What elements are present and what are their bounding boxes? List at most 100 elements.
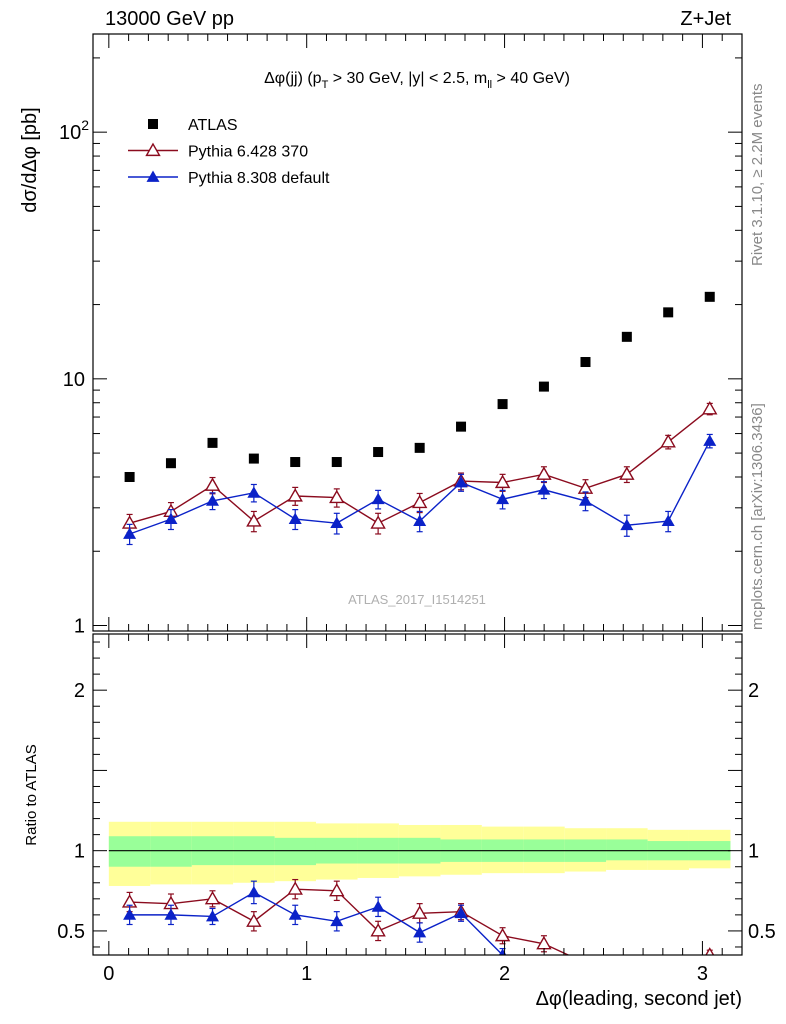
main-y-tick-labels: 1 10 102 xyxy=(59,117,89,637)
mc-data-point xyxy=(578,494,592,506)
legend-entry: ATLAS xyxy=(148,117,238,134)
ratio-y-tick-label: 1 xyxy=(74,841,85,863)
mc-data-point xyxy=(288,512,302,524)
atlas-data-point xyxy=(207,437,218,448)
ratio-y-axis-label: Ratio to ATLAS xyxy=(23,744,40,845)
mc-data-point xyxy=(247,486,261,498)
ratio-data-point xyxy=(288,908,302,920)
legend-marker xyxy=(148,119,158,129)
mc-data-point xyxy=(536,466,552,480)
ratio-data-point xyxy=(537,957,550,968)
mc-data-point xyxy=(246,513,262,527)
ratio-data-point xyxy=(579,961,592,972)
atlas-data-point xyxy=(165,458,176,469)
mc-data-point xyxy=(620,518,634,531)
ratio-data-point xyxy=(454,906,468,919)
main-y-tick-label: 10 xyxy=(63,369,85,391)
ratio-y-tick-label: 2 xyxy=(74,680,85,702)
mc-data-point xyxy=(454,475,468,488)
legend-marker xyxy=(145,142,161,157)
ratio-y-tick-label-right: 2 xyxy=(748,680,759,702)
ratio-x-axis-label: Δφ(leading, second jet) xyxy=(536,988,742,1010)
mc-data-point xyxy=(703,434,717,446)
energy-label: 13000 GeV pp xyxy=(105,8,234,30)
ratio-data-point xyxy=(370,923,386,937)
ratio-panel: Ratio to ATLAS 0.5 0.5 1 1 2 2 0 1 2 3 Δφ(leading… xyxy=(23,633,776,1010)
ratio-series-1 xyxy=(123,880,592,972)
mc-data-point xyxy=(411,494,428,509)
ratio-y-tick-label-right: 1 xyxy=(748,841,759,863)
legend-entry: Pythia 6.428 370 xyxy=(128,142,308,161)
ratio-data-point xyxy=(287,881,303,895)
mc-data-point xyxy=(702,401,718,415)
ratio-data-point xyxy=(247,885,261,898)
ratio-plot-frame xyxy=(92,633,743,956)
atlas-data-point xyxy=(331,457,342,468)
atlas-data-point xyxy=(580,357,591,368)
atlas-data-point xyxy=(704,291,715,302)
ratio-data-point xyxy=(411,905,428,919)
ratio-data-point xyxy=(206,909,220,922)
mc-data-point xyxy=(371,492,385,505)
atlas-data-point xyxy=(456,421,467,432)
main-y-tick-label: 102 xyxy=(59,117,89,144)
ratio-data-point xyxy=(705,947,715,955)
series-0 xyxy=(124,291,715,482)
atlas-data-point xyxy=(248,453,259,464)
ratio-y-tick-label-right: 0.5 xyxy=(748,921,776,943)
atlas-data-point xyxy=(497,399,508,410)
ratio-x-tick-label: 3 xyxy=(697,963,708,985)
atlas-data-point xyxy=(124,471,135,482)
atlas-data-point xyxy=(290,457,301,468)
main-plot-data xyxy=(121,291,718,546)
ratio-uncertainty-bands xyxy=(108,821,731,886)
mc-data-point xyxy=(164,512,178,524)
ratio-series-0 xyxy=(121,878,715,969)
ratio-y-tick-label: 0.5 xyxy=(57,921,85,943)
mc-data-point xyxy=(370,515,386,529)
mc-data-point xyxy=(660,433,676,448)
mc-data-point xyxy=(330,516,344,529)
legend-entry: Pythia 8.308 default xyxy=(128,170,330,187)
ratio-data-point xyxy=(164,908,178,920)
ratio-x-tick-label: 0 xyxy=(103,963,114,985)
mc-data-point xyxy=(413,514,427,526)
rivet-version-label: Rivet 3.1.10, ≥ 2.2M events xyxy=(749,84,766,267)
ratio-data-point xyxy=(123,908,137,920)
ratio-data-point xyxy=(662,958,675,969)
main-panel: dσ/dΔφ [pb] Δφ(jj) (pT > 30 GeV, |y| < 2… xyxy=(19,33,743,638)
series-2 xyxy=(123,433,717,546)
mc-data-point xyxy=(494,474,511,489)
mc-data-point xyxy=(204,477,221,491)
ratio-data-point xyxy=(579,957,592,968)
atlas-data-point xyxy=(663,307,674,318)
main-panel-title: Δφ(jj) (pT > 30 GeV, |y| < 2.5, mll > 40… xyxy=(264,70,570,91)
mcplots-label: mcplots.cern.ch [arXiv:1306.3436] xyxy=(749,403,766,630)
atlas-data-point xyxy=(373,447,384,458)
main-axis-ticks xyxy=(93,34,742,631)
ratio-data-point xyxy=(329,882,345,897)
ratio-data-point xyxy=(371,900,385,912)
ratio-axis-ticks xyxy=(93,634,742,955)
ratio-tick-labels: 0.5 0.5 1 1 2 2 0 1 2 3 xyxy=(57,680,776,985)
ratio-data-point xyxy=(204,890,221,905)
mc-data-point xyxy=(619,466,635,480)
atlas-data-point xyxy=(538,381,549,392)
legend-label: ATLAS xyxy=(188,117,238,134)
mc-data-point xyxy=(496,492,510,505)
ratio-x-tick-label: 1 xyxy=(301,963,312,985)
mc-data-point xyxy=(661,514,675,526)
process-label: Z+Jet xyxy=(680,8,731,30)
ratio-plot-data xyxy=(121,878,715,972)
legend-marker xyxy=(146,170,160,182)
legend-label: Pythia 8.308 default xyxy=(188,170,330,187)
main-y-tick-label: 1 xyxy=(74,616,85,638)
ratio-x-tick-label: 2 xyxy=(499,963,510,985)
legend: ATLAS Pythia 6.428 370 Pythia 8.308 defaul… xyxy=(128,117,330,187)
green-band xyxy=(606,839,648,861)
ratio-data-point xyxy=(246,913,262,927)
atlas-data-point xyxy=(621,331,632,342)
mc-data-point xyxy=(329,489,345,504)
legend-label: Pythia 6.428 370 xyxy=(188,144,308,161)
